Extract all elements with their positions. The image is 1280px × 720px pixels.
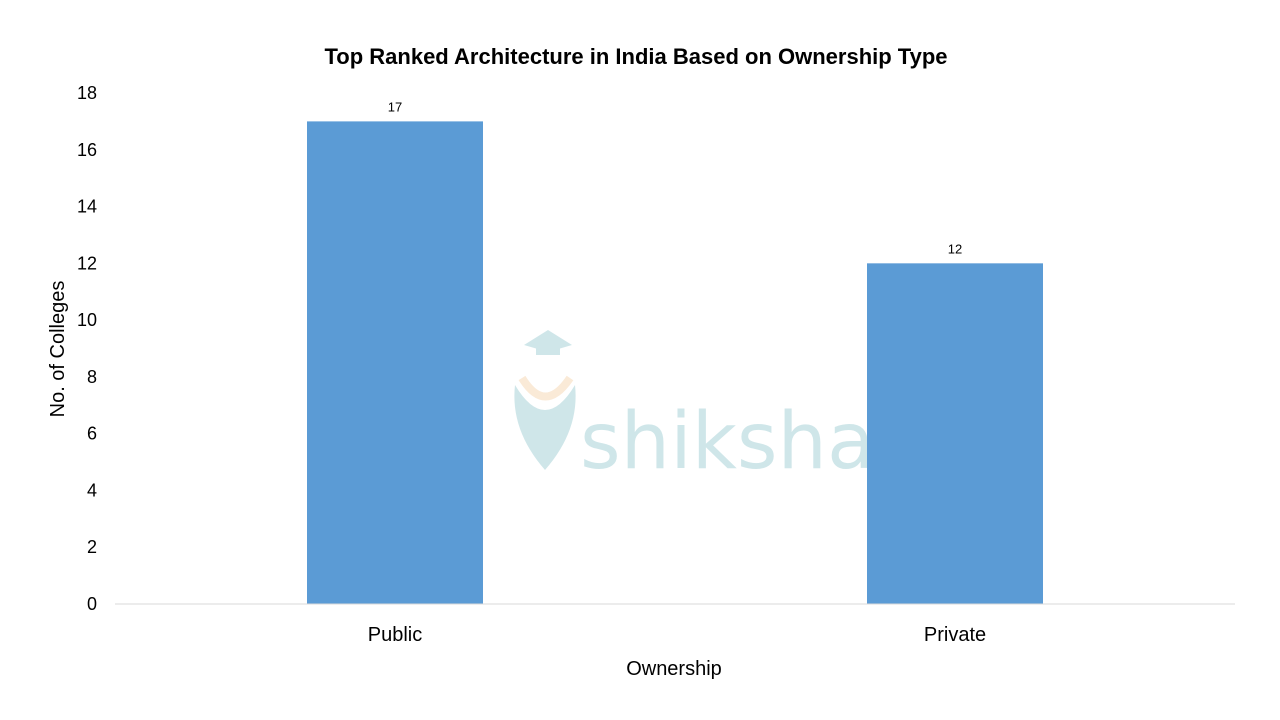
y-tick-label: 18 — [77, 83, 97, 103]
x-category-label: Public — [368, 624, 422, 646]
y-tick-label: 10 — [77, 310, 97, 330]
y-axis-label: No. of Colleges — [47, 281, 69, 418]
bar-public — [307, 121, 483, 604]
data-label: 17 — [388, 99, 402, 114]
y-tick-label: 0 — [87, 594, 97, 614]
y-tick-label: 16 — [77, 140, 97, 160]
y-tick-label: 6 — [87, 424, 97, 444]
chart-title: Top Ranked Architecture in India Based o… — [324, 44, 947, 69]
y-tick-label: 4 — [87, 480, 97, 500]
watermark-text: shiksha — [580, 397, 875, 487]
x-axis-label: Ownership — [626, 658, 722, 680]
y-tick-label: 8 — [87, 367, 97, 387]
bar-private — [867, 263, 1043, 604]
data-label: 12 — [948, 241, 962, 256]
y-tick-label: 14 — [77, 197, 97, 217]
y-tick-label: 12 — [77, 253, 97, 273]
y-tick-label: 2 — [87, 537, 97, 557]
x-axis-categories: Public Private — [368, 624, 986, 646]
x-category-label: Private — [924, 624, 986, 646]
y-axis-ticks: 0 2 4 6 8 10 12 14 16 18 — [77, 83, 97, 614]
watermark-logo: shiksha — [514, 330, 875, 487]
